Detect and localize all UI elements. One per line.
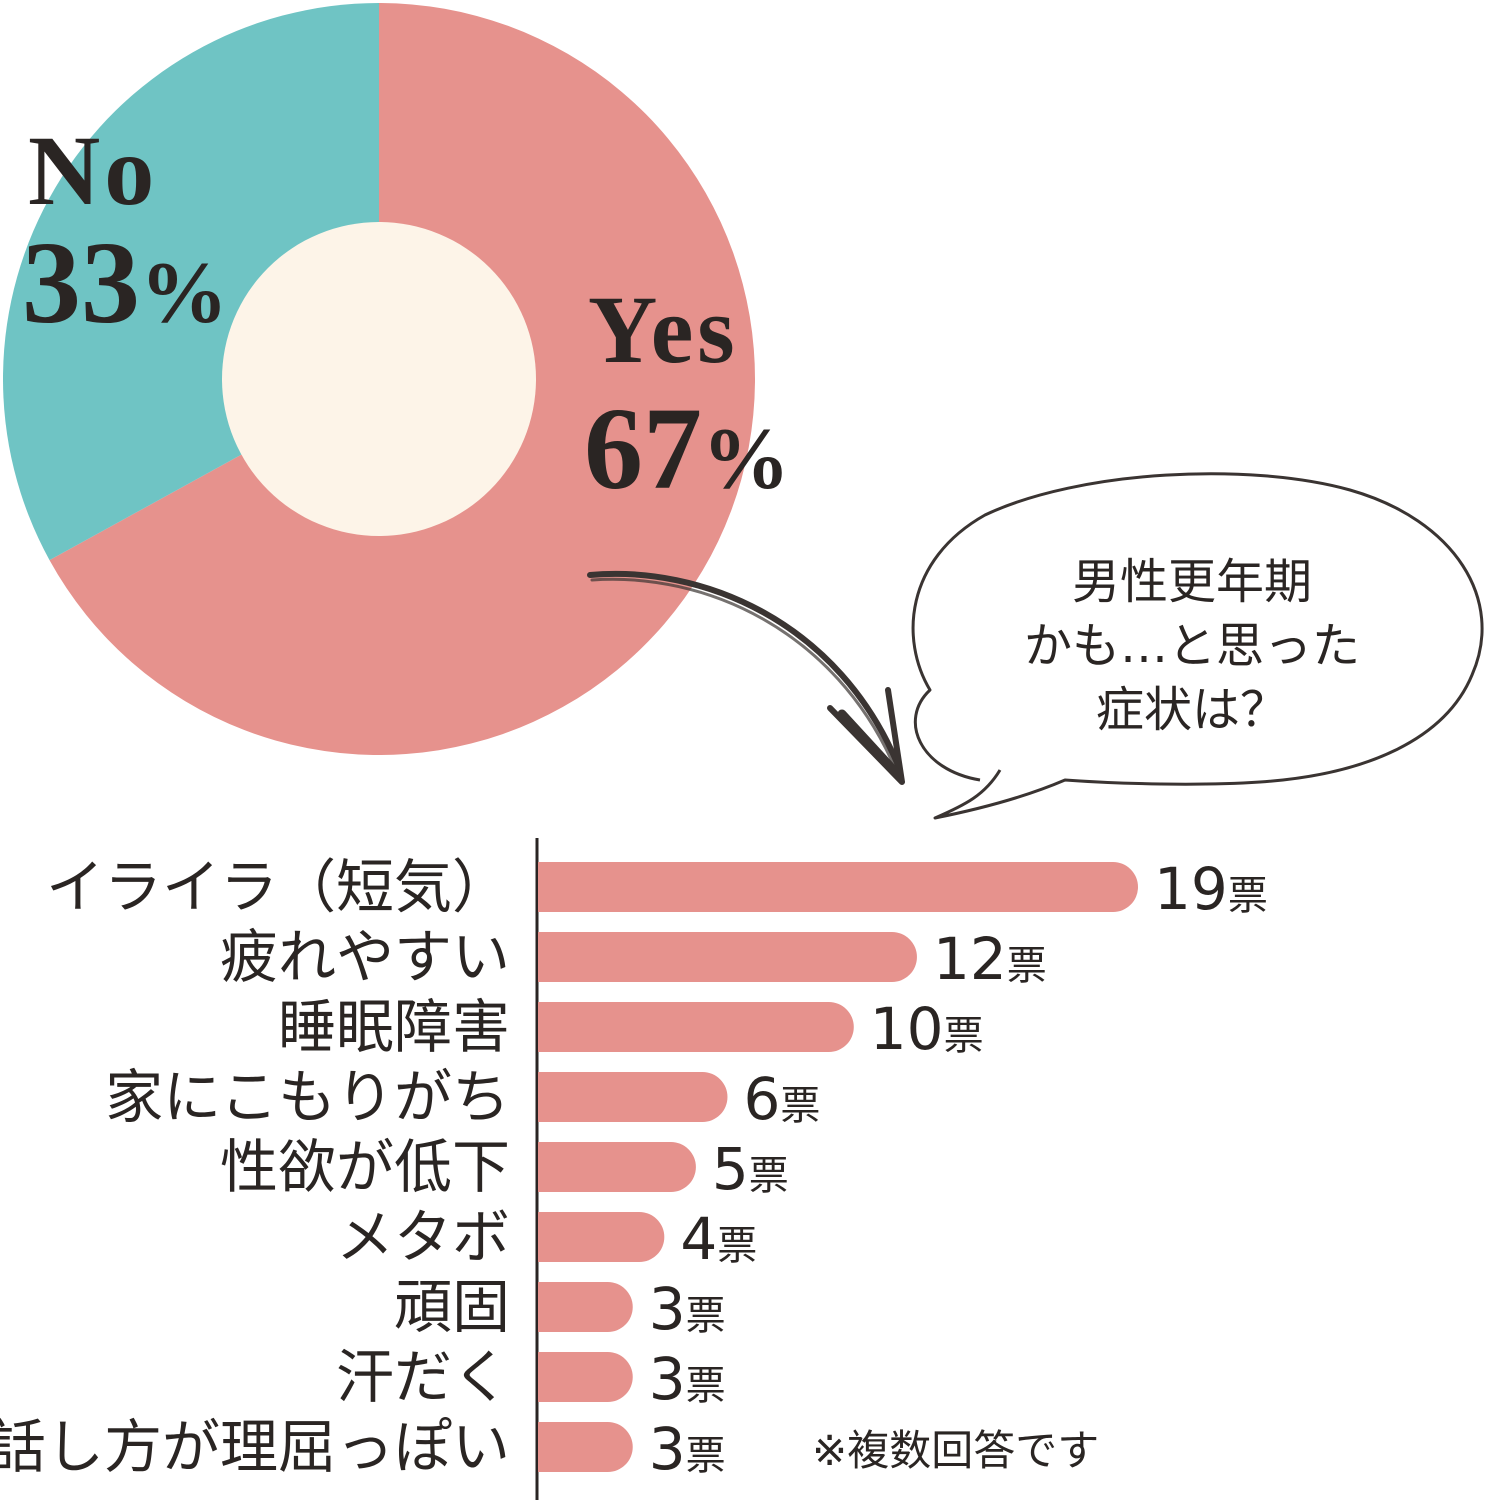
bubble-line-2: かも…と思った bbox=[1024, 618, 1360, 674]
footnote: ※複数回答です bbox=[812, 1426, 1099, 1475]
yes-value-unit: % bbox=[702, 411, 790, 508]
no-label: No bbox=[28, 115, 158, 226]
bar-5 bbox=[538, 1142, 696, 1192]
speech-bubble-outline bbox=[911, 472, 1484, 820]
value-label-2: 12票 bbox=[933, 925, 1047, 993]
yes-value: 67% bbox=[584, 383, 790, 514]
no-slice-label: No 33% bbox=[22, 115, 228, 348]
yes-value-number: 67 bbox=[584, 383, 702, 514]
no-value-number: 33 bbox=[22, 217, 140, 348]
bar-8 bbox=[538, 1352, 633, 1402]
category-label-6: メタボ bbox=[336, 1203, 510, 1271]
category-label-1: イライラ（短気） bbox=[46, 853, 510, 921]
value-label-5: 5票 bbox=[712, 1135, 789, 1203]
bar-6 bbox=[538, 1212, 665, 1262]
category-label-3: 睡眠障害 bbox=[278, 993, 510, 1061]
category-label-8: 汗だく bbox=[336, 1343, 510, 1411]
bar-1 bbox=[538, 862, 1138, 912]
category-label-5: 性欲が低下 bbox=[220, 1133, 510, 1201]
category-label-4: 家にこもりがち bbox=[105, 1063, 510, 1131]
value-label-8: 3票 bbox=[649, 1345, 726, 1413]
category-label-9: 話し方が理屈っぽい bbox=[0, 1413, 510, 1481]
yes-slice-label: Yes 67% bbox=[584, 276, 790, 514]
category-label-2: 疲れやすい bbox=[220, 923, 510, 991]
no-value-unit: % bbox=[140, 245, 228, 342]
value-label-6: 4票 bbox=[680, 1205, 757, 1273]
bar-2 bbox=[538, 932, 917, 982]
bar-7 bbox=[538, 1282, 633, 1332]
category-label-7: 頑固 bbox=[394, 1273, 510, 1341]
arrow-icon bbox=[587, 570, 905, 785]
bubble-line-3: 症状は？ bbox=[1096, 682, 1288, 738]
speech-bubble: 男性更年期 かも…と思った 症状は？ bbox=[911, 472, 1484, 820]
value-label-3: 10票 bbox=[870, 995, 984, 1063]
value-label-1: 19票 bbox=[1154, 855, 1268, 923]
donut-chart bbox=[3, 3, 756, 755]
bar-4 bbox=[538, 1072, 728, 1122]
bar-3 bbox=[538, 1002, 854, 1052]
yes-label: Yes bbox=[588, 276, 739, 383]
value-label-9: 3票 bbox=[649, 1415, 726, 1483]
bubble-line-1: 男性更年期 bbox=[1072, 554, 1312, 610]
no-value: 33% bbox=[22, 217, 228, 348]
value-label-7: 3票 bbox=[649, 1275, 726, 1343]
value-label-4: 6票 bbox=[743, 1065, 820, 1133]
donut-center bbox=[222, 222, 536, 536]
bar-9 bbox=[538, 1422, 633, 1472]
